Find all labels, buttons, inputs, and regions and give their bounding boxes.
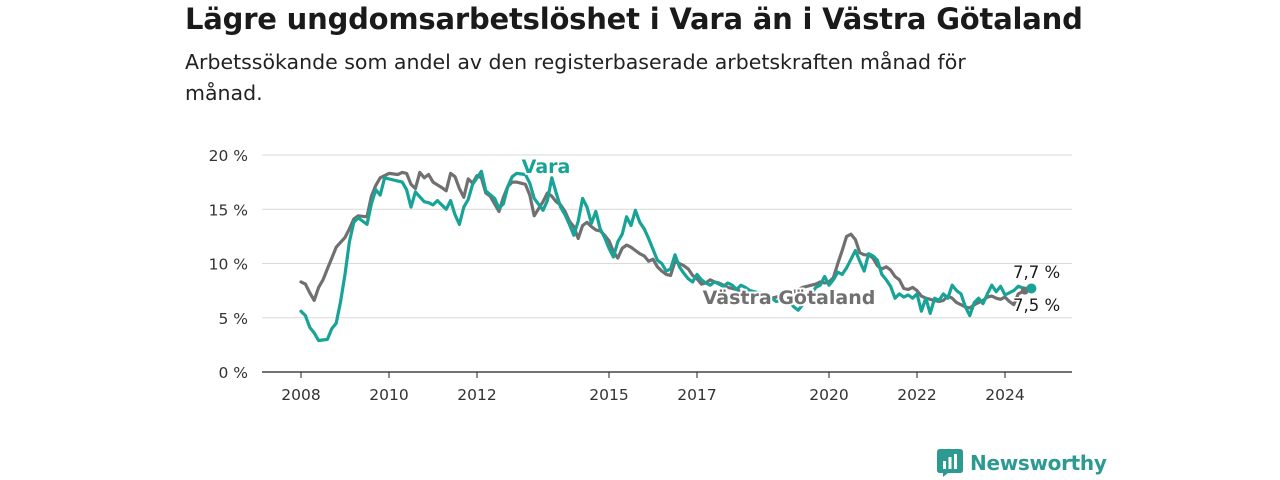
series-line-vara bbox=[299, 169, 1033, 343]
brand-logo: Newsworthy bbox=[937, 449, 1107, 477]
chart-subtitle: Arbetssökande som andel av den registerb… bbox=[185, 50, 966, 105]
x-tick-label: 2020 bbox=[809, 386, 848, 404]
brand-name: Newsworthy bbox=[970, 451, 1107, 475]
end-value-label-vastra-gotaland: 7,5 % bbox=[1013, 296, 1060, 315]
series-line-vastra-gotaland bbox=[299, 170, 1027, 310]
series-label-vara: Vara bbox=[522, 156, 571, 178]
x-tick-label: 2024 bbox=[985, 386, 1024, 404]
x-tick-label: 2008 bbox=[281, 386, 320, 404]
x-tick-label: 2010 bbox=[369, 386, 408, 404]
x-tick-label: 2012 bbox=[457, 386, 496, 404]
y-tick-label: 15 % bbox=[209, 201, 248, 219]
y-tick-label: 5 % bbox=[218, 310, 248, 328]
y-tick-label: 20 % bbox=[209, 147, 248, 165]
series-end-point-vara bbox=[1026, 283, 1037, 294]
y-tick-label: 0 % bbox=[218, 364, 248, 382]
end-value-label-vara: 7,7 % bbox=[1013, 263, 1060, 282]
bar-chart-logo-icon bbox=[937, 449, 963, 477]
x-tick-label: 2017 bbox=[677, 386, 716, 404]
x-tick-label: 2022 bbox=[897, 386, 936, 404]
x-tick-label: 2015 bbox=[589, 386, 628, 404]
y-tick-label: 10 % bbox=[209, 256, 248, 274]
series-label-vastra-gotaland: Västra Götaland bbox=[703, 287, 876, 309]
chart-title: Lägre ungdomsarbetslöshet i Vara än i Vä… bbox=[185, 2, 1083, 36]
